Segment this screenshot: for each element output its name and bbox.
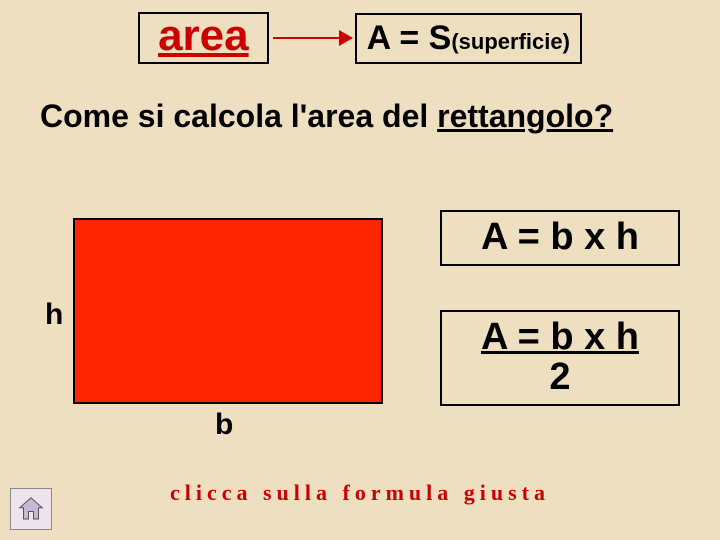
definition-box: A = S(superficie)	[355, 13, 582, 64]
definition-main: A = S	[367, 19, 452, 57]
area-title-box: area	[138, 12, 269, 64]
home-button[interactable]	[10, 488, 52, 530]
area-title: area	[158, 11, 249, 60]
question-underlined: rettangolo?	[437, 98, 613, 134]
rectangle-shape	[73, 218, 383, 404]
instruction-text: clicca sulla formula giusta	[0, 480, 720, 506]
formula-2-bottom: 2	[549, 356, 570, 398]
diagram-area: h b	[45, 218, 365, 404]
formula-2-top: A = b x h	[481, 316, 639, 358]
formula-option-1[interactable]: A = b x h	[440, 210, 680, 266]
label-h: h	[45, 298, 63, 332]
home-icon	[16, 494, 46, 524]
header-row: area A = S(superficie)	[0, 12, 720, 64]
question-text: Come si calcola l'area del rettangolo?	[40, 98, 613, 135]
definition-sub: (superficie)	[451, 29, 570, 54]
label-b: b	[215, 408, 233, 442]
formula-1-text: A = b x h	[481, 216, 639, 258]
question-prefix: Come si calcola l'area del	[40, 98, 437, 134]
arrow-icon	[273, 37, 351, 39]
formula-option-2[interactable]: A = b x h 2	[440, 310, 680, 406]
